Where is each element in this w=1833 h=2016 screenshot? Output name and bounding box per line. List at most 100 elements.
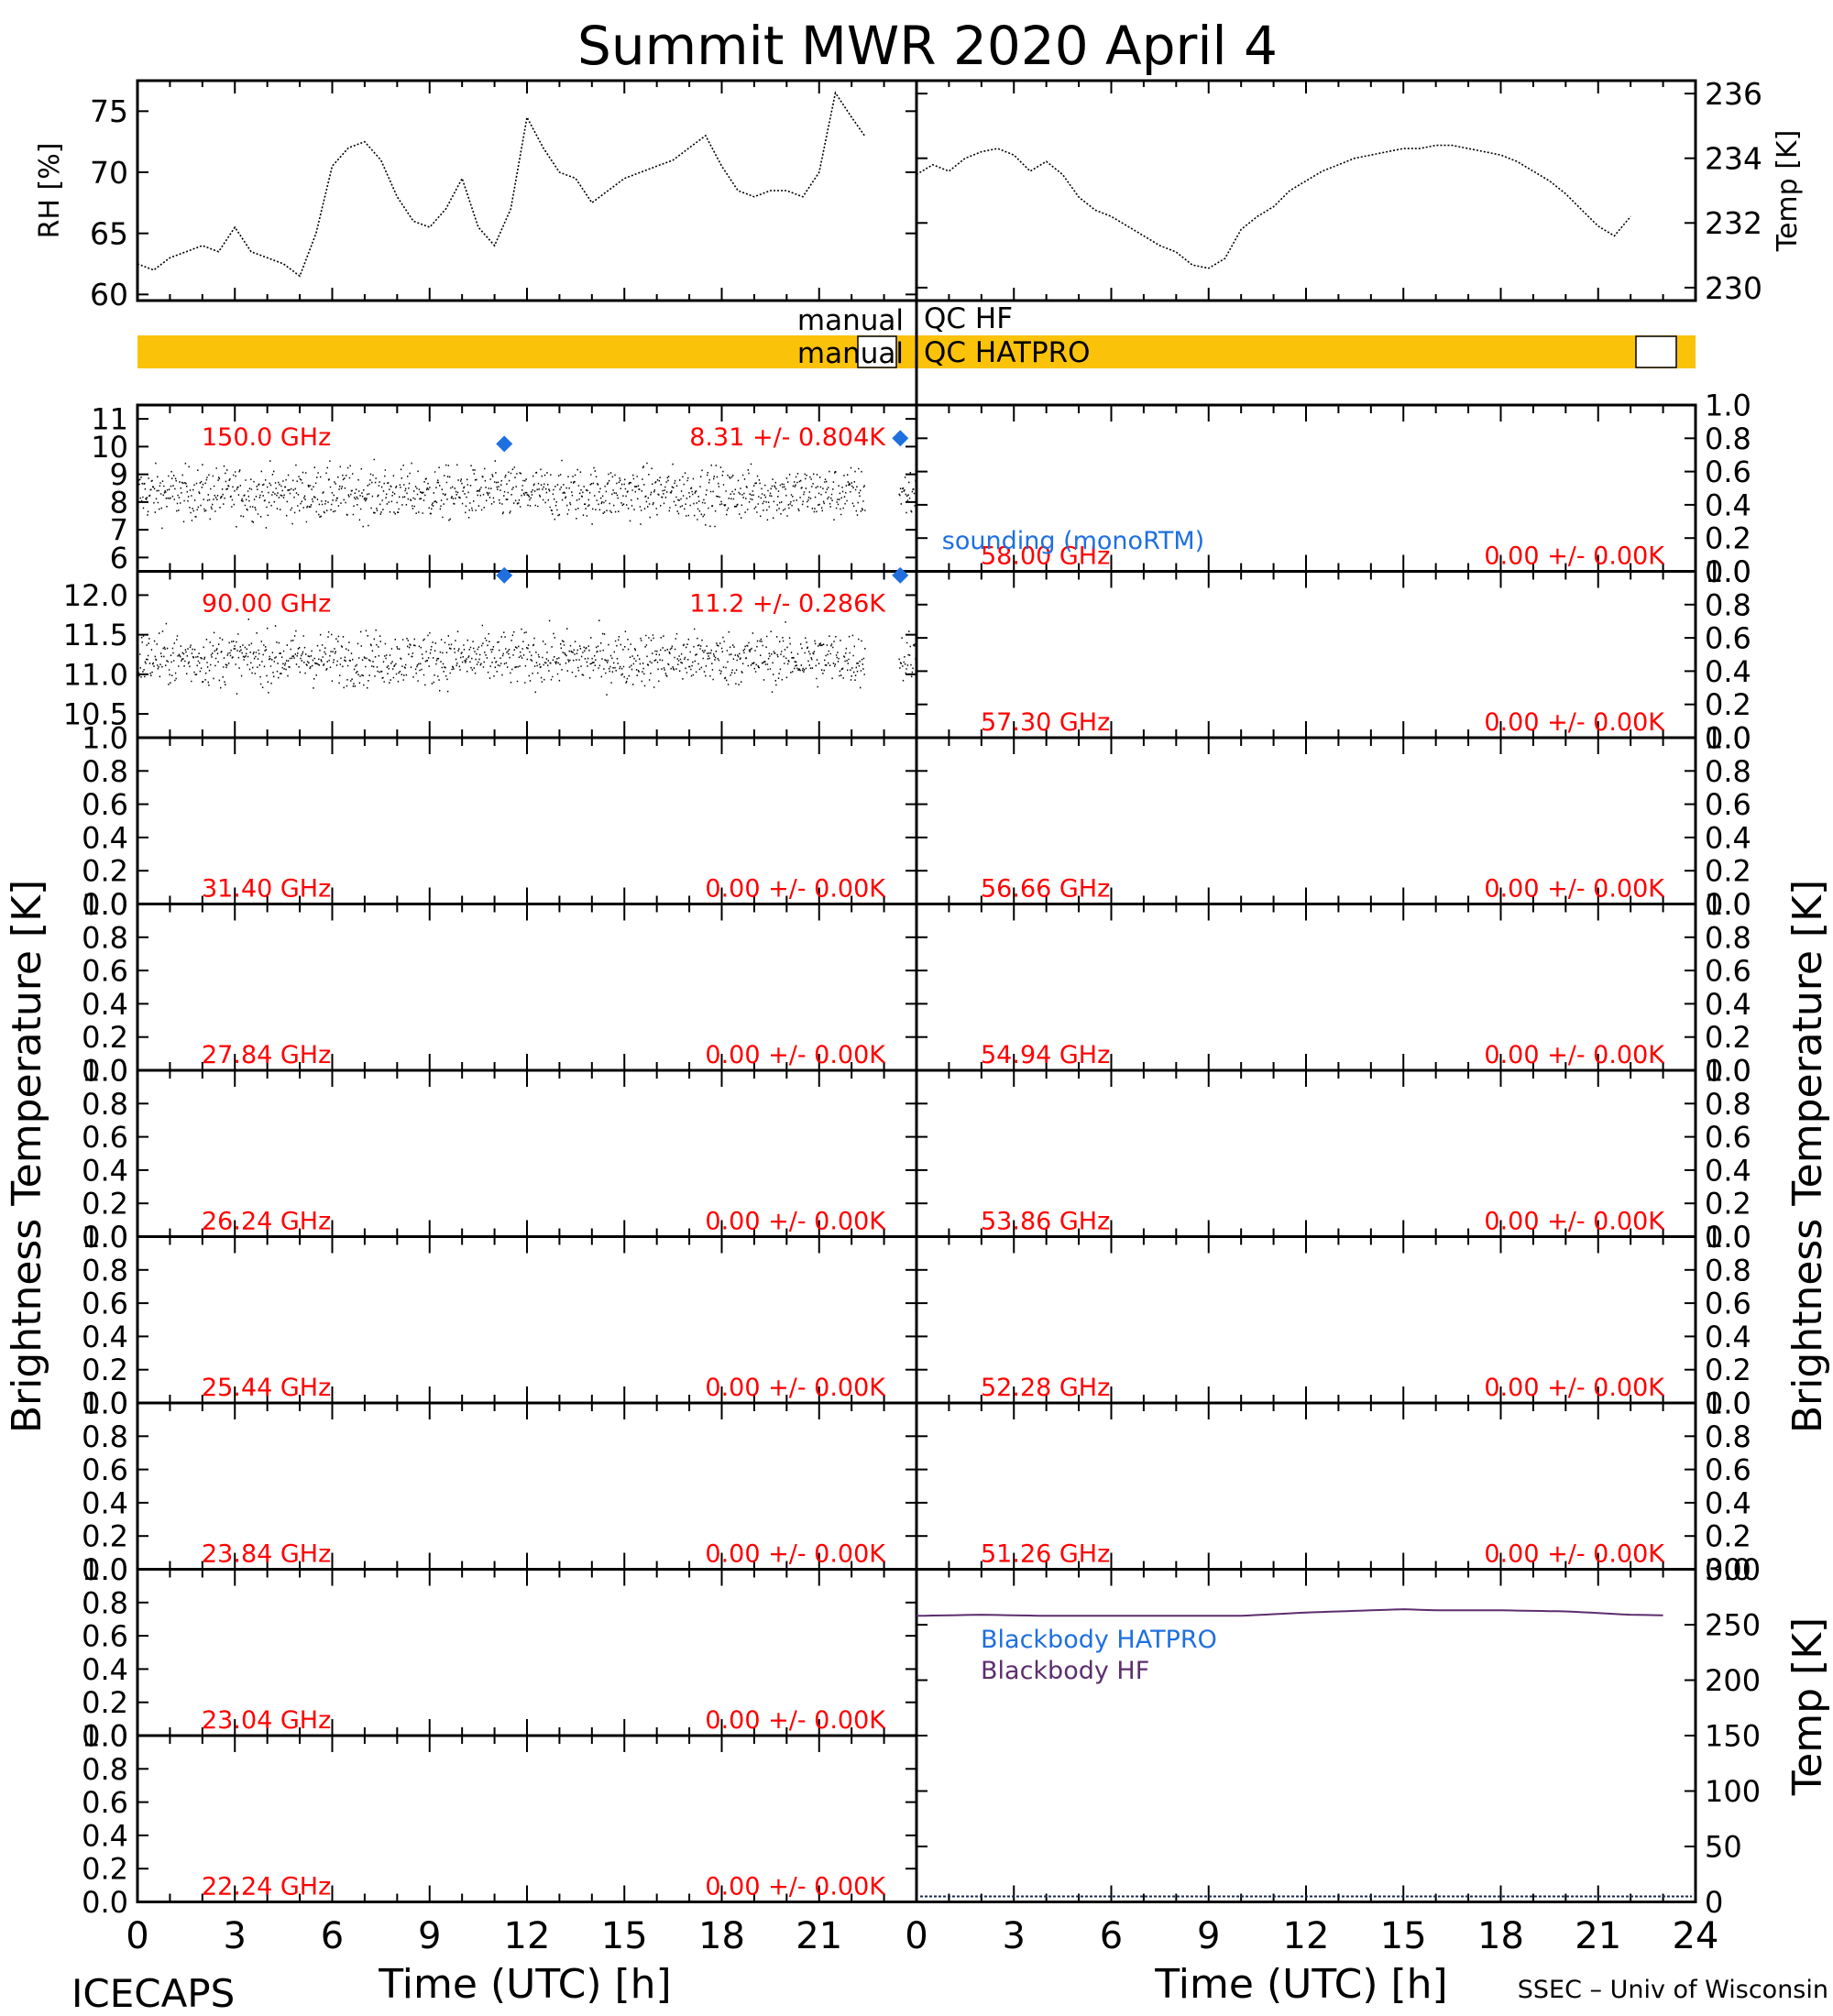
channel-series <box>137 458 917 530</box>
y-tick-label: 0.4 <box>82 1818 128 1853</box>
x-tick-label-right: 21 <box>1575 1915 1621 1957</box>
y-tick-label: 1.0 <box>82 1386 128 1421</box>
y-tick-label: 0.4 <box>1705 488 1751 522</box>
channel-statistics: 0.00 +/- 0.00K <box>705 1041 886 1069</box>
y-tick-label: 0.6 <box>82 1452 128 1487</box>
y-tick-label: 0.2 <box>1705 687 1751 722</box>
channel-statistics: 0.00 +/- 0.00K <box>1484 1540 1665 1569</box>
qc-hatpro-flag-right <box>1635 335 1677 368</box>
y-tick-label: 11.0 <box>63 657 128 692</box>
y-tick-label: 0.2 <box>82 854 128 889</box>
x-tick-label-right: 9 <box>1197 1915 1220 1957</box>
y-tick-label: 0.6 <box>1705 1120 1751 1155</box>
channel-frequency: 56.66 GHz <box>981 875 1110 904</box>
y-tick-label: 0.6 <box>82 787 128 822</box>
y-tick-label: 200 <box>1705 1663 1761 1698</box>
y-tick-label: 0.2 <box>1705 1020 1751 1055</box>
y-tick-label: 0.2 <box>82 1685 128 1720</box>
y-tick-label: 60 <box>90 277 128 312</box>
y-tick-label: 10.5 <box>63 697 128 732</box>
y-tick-label: 1.0 <box>1705 1386 1751 1421</box>
y-tick-label: 0.0 <box>1705 887 1751 922</box>
y-tick-label: 0.0 <box>82 1885 128 1920</box>
y-tick-label: 1.0 <box>82 1220 128 1255</box>
y-tick-label: 0.8 <box>82 1253 128 1287</box>
y-tick-label: 0.2 <box>1705 1519 1751 1554</box>
y-tick-label: 0.2 <box>1705 854 1751 889</box>
blackbody-hf-legend: Blackbody HF <box>981 1657 1149 1685</box>
y-tick-label: 0.4 <box>82 987 128 1022</box>
x-tick-label-left: 6 <box>321 1915 344 1957</box>
y-tick-label: 0.2 <box>82 1852 128 1887</box>
blackbody-panel: 0 50 100 150 200 250 300 Temp [K] Blackbody HATP… <box>915 1552 1831 1920</box>
y-tick-label: 0.0 <box>1705 721 1751 756</box>
y-tick-label: 1.0 <box>1705 1054 1751 1089</box>
y-tick-label: 0.4 <box>1705 654 1751 689</box>
y-tick-label: 1.0 <box>82 1054 128 1089</box>
x-tick-label-right: 24 <box>1673 1915 1719 1957</box>
y-tick-label: 9 <box>110 457 128 492</box>
y-tick-label: 0.6 <box>82 1120 128 1155</box>
y-tick-label: 0.2 <box>82 1353 128 1387</box>
y-tick-label: 8 <box>110 485 128 520</box>
channel-statistics: 0.00 +/- 0.00K <box>1484 1041 1665 1069</box>
y-tick-label: 0.4 <box>1705 1153 1751 1188</box>
y-tick-label: 0.6 <box>1705 1452 1751 1487</box>
channel-statistics: 0.00 +/- 0.00K <box>705 1706 886 1735</box>
x-tick-label-right: 0 <box>905 1915 927 1957</box>
figure-title: Summit MWR 2020 April 4 <box>577 15 1278 77</box>
y-tick-label: 0.0 <box>1705 1220 1751 1255</box>
channel-statistics: 0.00 +/- 0.00K <box>1484 1374 1665 1402</box>
channel-frequency: 27.84 GHz <box>202 1041 331 1069</box>
y-tick-label: 0.2 <box>82 1187 128 1222</box>
y-tick-label: 75 <box>90 93 128 129</box>
channel-frequency: 22.24 GHz <box>202 1873 331 1901</box>
y-tick-label: 0.8 <box>82 754 128 789</box>
y-tick-label: 0.0 <box>1705 1552 1751 1587</box>
channel-statistics: 0.00 +/- 0.00K <box>705 1374 886 1402</box>
channel-statistics: 11.2 +/- 0.286K <box>689 590 886 619</box>
y-tick-label: 0.6 <box>1705 1287 1751 1321</box>
rh-ylabel: RH [%] <box>34 143 66 239</box>
y-label-left: Brightness Temperature [K] <box>4 880 50 1433</box>
channel-panel-right: 0.00.20.40.60.81.057.30 GHz 0.00 +/- 0.00… <box>915 554 1751 756</box>
channel-panel-left: 10.5 11.0 11.5 12.0 90.00 GHz 11.2 +/- 0.286K <box>63 566 918 740</box>
channel-statistics: 0.00 +/- 0.00K <box>705 1873 886 1901</box>
y-tick-label: 0.8 <box>1705 1253 1751 1287</box>
x-tick-label-left: 0 <box>126 1915 148 1957</box>
footer-left: ICECAPS <box>71 1971 235 2016</box>
y-tick-label: 1.0 <box>1705 721 1751 756</box>
temp-ylabel: Temp [K] <box>1772 130 1804 253</box>
channel-frequency: 57.30 GHz <box>981 708 1110 737</box>
y-tick-label: 0.2 <box>1705 1353 1751 1387</box>
y-tick-label: 0.6 <box>82 1619 128 1654</box>
y-label-right: Brightness Temperature [K] <box>1784 880 1831 1433</box>
y-tick-label: 0.4 <box>1705 987 1751 1022</box>
y-tick-label: 0.8 <box>1705 920 1751 955</box>
y-tick-label: 0.2 <box>82 1020 128 1055</box>
y-tick-label: 11 <box>91 402 128 437</box>
x-tick-label-left: 15 <box>601 1915 648 1957</box>
y-tick-label: 250 <box>1705 1608 1761 1643</box>
y-tick-label: 1.0 <box>1705 389 1751 423</box>
y-tick-label: 0.0 <box>82 1386 128 1421</box>
blackbody-hatpro-legend: Blackbody HATPRO <box>981 1626 1217 1654</box>
y-tick-label: 0.4 <box>82 1485 128 1520</box>
qc-hatpro-label-right: QC HATPRO <box>924 336 1091 369</box>
y-tick-label: 300 <box>1705 1552 1761 1587</box>
y-tick-label: 12.0 <box>63 578 128 613</box>
y-tick-label: 0.8 <box>82 1087 128 1122</box>
y-tick-label: 0.0 <box>82 887 128 922</box>
y-tick-label: 0.0 <box>82 1552 128 1587</box>
y-tick-label: 0.4 <box>82 1652 128 1687</box>
y-tick-label: 0.6 <box>1705 787 1751 822</box>
rh-panel: 60 65 70 75 RH [%] <box>34 79 918 312</box>
channel-statistics: 0.00 +/- 0.00K <box>705 1208 886 1236</box>
temp-series <box>916 144 1631 269</box>
x-label-left: Time (UTC) [h] <box>378 1961 671 2008</box>
qc-hatpro-label-left: manual <box>797 337 904 370</box>
y-tick-label: 0.8 <box>82 1585 128 1620</box>
channel-frequency: 25.44 GHz <box>202 1374 331 1402</box>
